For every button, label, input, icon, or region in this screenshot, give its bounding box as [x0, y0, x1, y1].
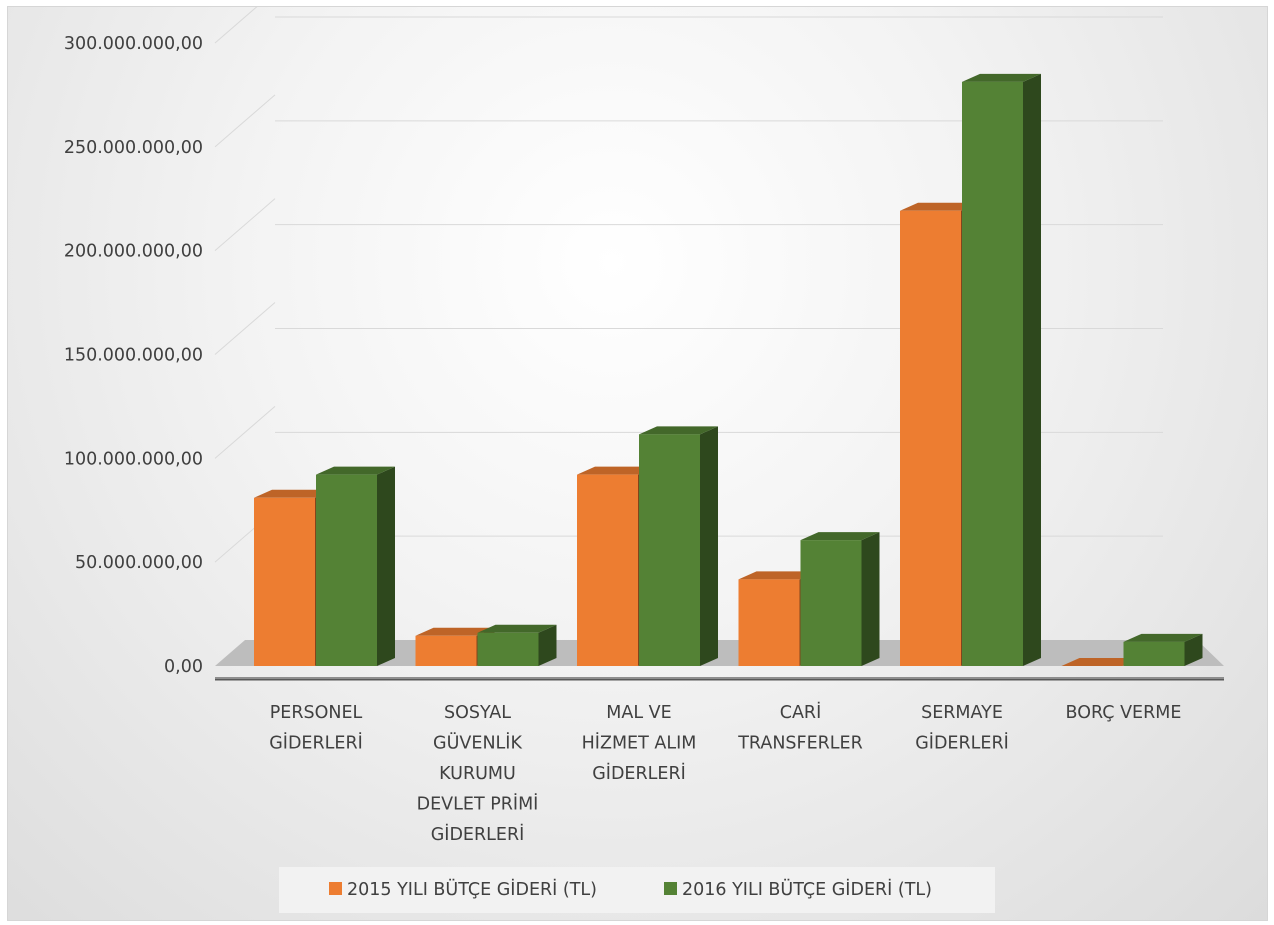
x-tick-label: BORÇ VERME — [1066, 703, 1182, 723]
bar — [316, 474, 377, 666]
x-tick-label: KURUMU — [439, 764, 516, 784]
legend-swatch — [664, 882, 677, 895]
bar — [415, 635, 477, 666]
y-tick-label: 100.000.000,00 — [64, 449, 203, 469]
gridline-depth — [214, 198, 276, 252]
bar-top — [316, 466, 395, 475]
bar-side — [700, 426, 718, 666]
x-tick-label: SOSYAL — [444, 703, 511, 723]
x-tick-label: GİDERLERİ — [915, 733, 1009, 754]
x-tick-label: GÜVENLİK — [433, 732, 522, 754]
legend-label: 2015 YILI BÜTÇE GİDERİ (TL) — [347, 878, 597, 900]
bar-side — [538, 624, 557, 666]
floor-edge — [215, 677, 1224, 679]
bar — [477, 632, 539, 666]
bar — [738, 579, 800, 666]
gridline-depth — [214, 7, 258, 44]
x-tick-label: MAL VE — [606, 703, 671, 723]
legend-swatch — [329, 882, 342, 895]
bar-top — [900, 202, 979, 211]
bar-side — [1184, 633, 1203, 666]
x-tick-label: GİDERLERİ — [431, 824, 525, 845]
x-tick-label: HİZMET ALIM — [582, 733, 697, 754]
x-tick-label: PERSONEL — [270, 703, 363, 723]
y-tick-label: 250.000.000,00 — [64, 138, 203, 158]
bar — [577, 474, 638, 666]
bar-top — [639, 426, 718, 435]
bar — [639, 434, 700, 666]
bar-side — [1023, 73, 1041, 666]
x-tick-label: TRANSFERLER — [737, 734, 863, 754]
gridline-depth — [214, 405, 276, 459]
bar-side — [377, 466, 395, 666]
legend-box — [279, 867, 995, 913]
bar-top — [415, 627, 495, 636]
gridline-depth — [214, 94, 276, 148]
x-tick-label: GİDERLERİ — [592, 763, 686, 784]
y-tick-label: 150.000.000,00 — [64, 346, 203, 366]
bar-top — [800, 532, 880, 541]
bar — [900, 210, 961, 667]
x-tick-label: CARİ — [780, 702, 822, 723]
bar-top — [477, 624, 557, 633]
y-tick-label: 0,00 — [164, 657, 203, 677]
y-tick-label: 50.000.000,00 — [75, 553, 203, 573]
bar-top — [1123, 633, 1203, 642]
bar-side — [861, 532, 880, 666]
bar — [254, 497, 315, 666]
legend-label: 2016 YILI BÜTÇE GİDERİ (TL) — [682, 878, 932, 900]
bar-top — [254, 489, 333, 498]
bar — [1123, 641, 1185, 666]
x-tick-label: GİDERLERİ — [269, 733, 363, 754]
bar-chart: 0,00 50.000.000,00 100.000.000,00 150.000.0… — [64, 7, 1224, 913]
x-tick-label: DEVLET PRİMİ — [417, 794, 539, 815]
y-tick-label: 200.000.000,00 — [64, 242, 203, 262]
chart-area: 0,00 50.000.000,00 100.000.000,00 150.000.0… — [7, 6, 1268, 921]
bar-top — [577, 466, 656, 475]
y-tick-label: 300.000.000,00 — [64, 34, 203, 54]
x-tick-label: SERMAYE — [921, 703, 1003, 723]
bar — [800, 540, 862, 666]
bar — [962, 81, 1023, 666]
bar-top — [1061, 658, 1141, 666]
gridline-depth — [214, 302, 276, 355]
bar-top — [738, 571, 818, 580]
bar-top — [962, 73, 1041, 82]
